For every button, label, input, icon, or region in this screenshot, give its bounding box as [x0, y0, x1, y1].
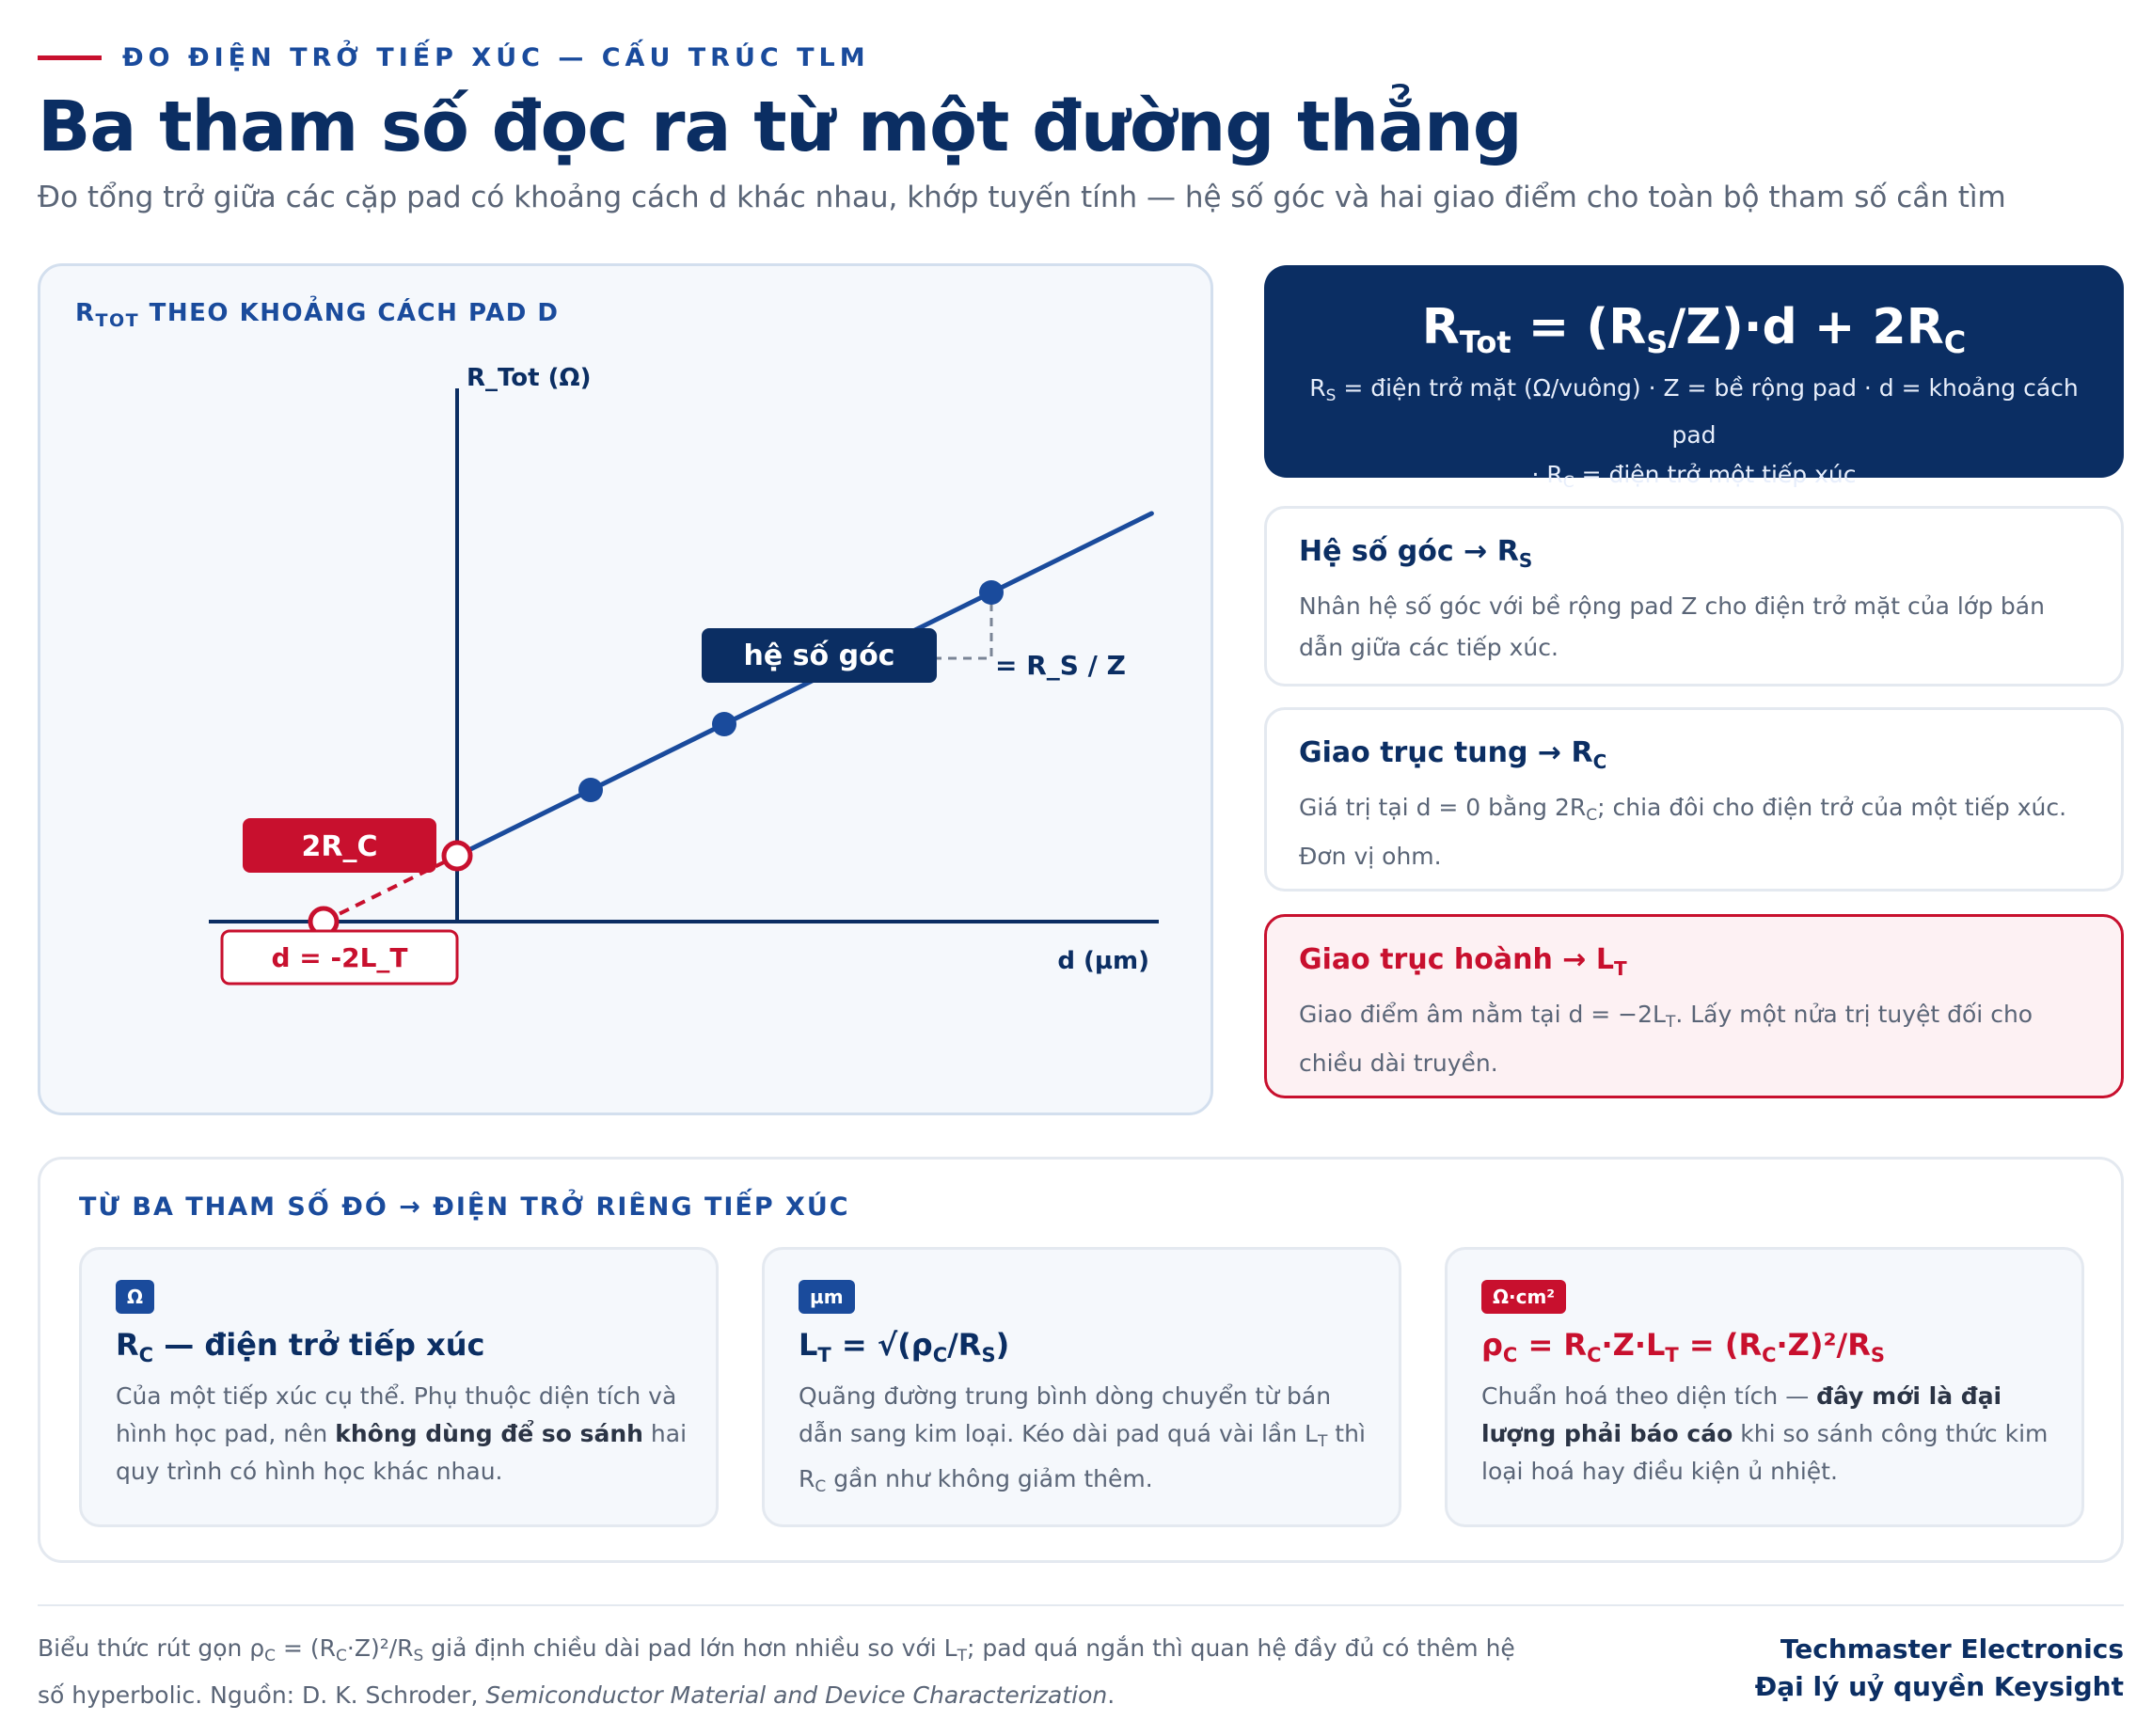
- slope-card-body: Nhân hệ số góc với bề rộng pad Z cho điệ…: [1299, 592, 2045, 661]
- slope-card: Hệ số góc → RS Nhân hệ số góc với bề rộn…: [1264, 506, 2124, 687]
- eyebrow: ĐO ĐIỆN TRỞ TIẾP XÚC — CẤU TRÚC TLM: [38, 41, 870, 73]
- brand-tagline: Đại lý uỷ quyền Keysight: [1754, 1671, 2124, 1702]
- data-point: [979, 580, 1004, 605]
- eyebrow-text: ĐO ĐIỆN TRỞ TIẾP XÚC — CẤU TRÚC TLM: [122, 42, 870, 72]
- page-subtitle: Đo tổng trở giữa các cặp pad có khoảng c…: [38, 181, 2006, 214]
- fit-line: [454, 511, 1154, 859]
- x-intercept-card: Giao trục hoành → LT Giao điểm âm nằm tạ…: [1264, 914, 2124, 1098]
- y-intercept-card: Giao trục tung → RC Giá trị tại d = 0 bằ…: [1264, 707, 2124, 892]
- x-intercept-label: d = -2L_T: [271, 942, 407, 973]
- slope-value-label: = R_S / Z: [995, 650, 1126, 681]
- param-body-rhoc: Chuẩn hoá theo diện tích — đây mới là đạ…: [1481, 1382, 2049, 1485]
- x-intercept-card-body: Giao điểm âm nằm tại d = −2LT. Lấy một n…: [1299, 1001, 2033, 1077]
- x-intercept-label-pill: [220, 929, 459, 986]
- y-intercept-card-body: Giá trị tại d = 0 bằng 2RC; chia đôi cho…: [1299, 794, 2067, 870]
- param-body-rc: Của một tiếp xúc cụ thể. Phụ thuộc diện …: [116, 1382, 688, 1485]
- footnote: Biểu thức rút gọn ρC = (RC·Z)²/RS giả đị…: [38, 1634, 1515, 1709]
- extrapolation-line: [323, 854, 458, 923]
- formula-description: RS = điện trở mặt (Ω/vuông) · Z = bề rộn…: [1309, 374, 2079, 492]
- param-card-rhoc: Ω·cm² ρC = RC·Z·LT = (RC·Z)²/RS Chuẩn ho…: [1445, 1247, 2084, 1527]
- param-heading-lt: LT = √(ρC/RS): [799, 1327, 1010, 1366]
- slope-card-heading: Hệ số góc → RS: [1299, 535, 1533, 572]
- x-axis-label: d (µm): [1057, 947, 1149, 975]
- bottom-title: TỪ BA THAM SỐ ĐÓ → ĐIỆN TRỞ RIÊNG TIẾP X…: [79, 1192, 850, 1222]
- unit-badge-ohm: Ω: [116, 1280, 155, 1314]
- formula-main: RTot = (RS/Z)·d + 2RC: [1421, 299, 1967, 360]
- y-intercept-label: 2R_C: [302, 830, 378, 863]
- slope-label: hệ số góc: [744, 639, 895, 672]
- param-card-rc: Ω RC — điện trở tiếp xúc Của một tiếp xú…: [79, 1247, 719, 1527]
- param-heading-rhoc: ρC = RC·Z·LT = (RC·Z)²/RS: [1481, 1327, 1885, 1366]
- footer-divider: [38, 1604, 2124, 1606]
- y-axis-label: R_Tot (Ω): [467, 364, 592, 392]
- data-point: [712, 712, 736, 736]
- y-intercept-label-pill: [243, 818, 436, 873]
- formula-card: RTot = (RS/Z)·d + 2RC RS = điện trở mặt …: [1264, 265, 2124, 492]
- x-intercept-card-heading: Giao trục hoành → LT: [1299, 943, 1627, 980]
- slope-label-pill: [702, 628, 937, 683]
- unit-badge-ohm-cm2: Ω·cm²: [1481, 1280, 1567, 1314]
- param-heading-rc: RC — điện trở tiếp xúc: [116, 1327, 485, 1366]
- y-intercept-marker: [441, 840, 473, 872]
- unit-badge-micron: µm: [799, 1280, 855, 1314]
- param-card-lt: µm LT = √(ρC/RS) Quãng đường trung bình …: [762, 1247, 1401, 1527]
- brand-name: Techmaster Electronics: [1780, 1633, 2124, 1665]
- eyebrow-accent-line: [38, 55, 102, 60]
- data-point: [578, 778, 603, 802]
- chart-title: RTOT THEO KHOẢNG CÁCH PAD D: [75, 299, 560, 331]
- page-title: Ba tham số đọc ra từ một đường thẳng: [38, 87, 1523, 167]
- brand-block: Techmaster Electronics Đại lý uỷ quyền K…: [1755, 1631, 2124, 1706]
- y-intercept-card-heading: Giao trục tung → RC: [1299, 736, 1607, 773]
- param-body-lt: Quãng đường trung bình dòng chuyển từ bá…: [799, 1382, 1366, 1496]
